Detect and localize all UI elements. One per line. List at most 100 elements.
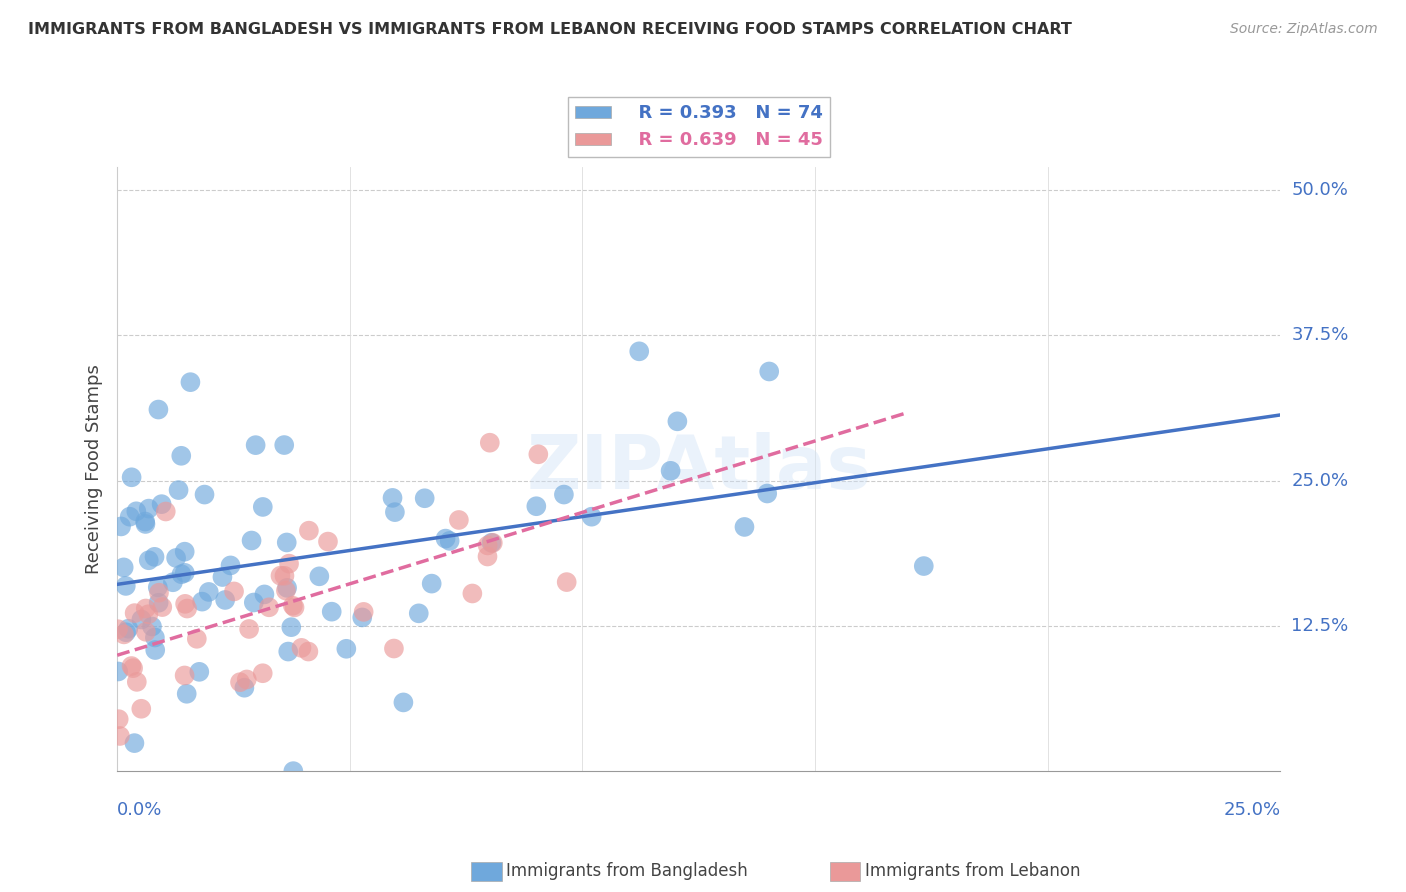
Point — [243, 595, 266, 609]
Text: 25.0%: 25.0% — [1292, 472, 1348, 490]
Point — [447, 513, 470, 527]
Point — [477, 549, 499, 564]
Point — [257, 600, 280, 615]
Text: Immigrants from Lebanon: Immigrants from Lebanon — [865, 863, 1080, 880]
Point — [482, 536, 505, 550]
Point — [135, 624, 157, 639]
Point — [276, 535, 298, 549]
Point — [173, 544, 195, 558]
Point — [461, 586, 484, 600]
Point — [229, 675, 252, 690]
Point — [125, 674, 148, 689]
Point — [353, 605, 375, 619]
Point — [173, 668, 195, 682]
Point — [114, 579, 136, 593]
Point — [352, 610, 374, 624]
Point — [308, 569, 330, 583]
Point — [146, 581, 169, 595]
Point — [193, 487, 215, 501]
Point — [274, 583, 297, 598]
Point — [219, 558, 242, 573]
Point — [420, 576, 443, 591]
Point — [170, 449, 193, 463]
Point — [245, 438, 267, 452]
Point — [124, 606, 146, 620]
Point — [555, 575, 578, 590]
Point — [733, 520, 755, 534]
Point — [155, 504, 177, 518]
Point — [236, 673, 259, 687]
Point — [283, 600, 305, 615]
Point — [173, 566, 195, 580]
Legend:   R = 0.393   N = 74,   R = 0.639   N = 45: R = 0.393 N = 74, R = 0.639 N = 45 — [568, 97, 830, 156]
Point — [277, 644, 299, 658]
Point — [112, 627, 135, 641]
Point — [477, 538, 499, 552]
Point — [269, 568, 291, 582]
Point — [756, 486, 779, 500]
Point — [211, 570, 233, 584]
Point — [281, 599, 304, 613]
Point — [335, 641, 357, 656]
Point — [112, 560, 135, 574]
Point — [124, 736, 146, 750]
Point — [252, 500, 274, 514]
Point — [321, 605, 343, 619]
Point — [297, 644, 319, 658]
Point — [384, 505, 406, 519]
Text: 50.0%: 50.0% — [1292, 181, 1348, 199]
Point — [170, 567, 193, 582]
Point — [179, 375, 201, 389]
Point — [129, 702, 152, 716]
Point — [240, 533, 263, 548]
Point — [134, 515, 156, 529]
Point — [298, 524, 321, 538]
Text: Source: ZipAtlas.com: Source: ZipAtlas.com — [1230, 22, 1378, 37]
Point — [110, 519, 132, 533]
Point — [233, 681, 256, 695]
Point — [278, 557, 301, 571]
Point — [186, 632, 208, 646]
Point — [174, 597, 197, 611]
Point — [150, 497, 173, 511]
Point — [912, 559, 935, 574]
Point — [125, 504, 148, 518]
Point — [316, 534, 339, 549]
Point — [176, 687, 198, 701]
Point — [121, 470, 143, 484]
Point — [283, 764, 305, 779]
Point — [197, 585, 219, 599]
Text: 37.5%: 37.5% — [1292, 326, 1348, 344]
Point — [141, 619, 163, 633]
Point — [134, 516, 156, 531]
Point — [581, 509, 603, 524]
Point — [108, 729, 131, 743]
Text: ZIPAtlas: ZIPAtlas — [526, 433, 872, 506]
Point — [408, 607, 430, 621]
Point — [381, 491, 404, 505]
Point — [758, 364, 780, 378]
Point — [167, 483, 190, 497]
Point — [165, 550, 187, 565]
Point — [273, 569, 295, 583]
Point — [135, 601, 157, 615]
Point — [115, 625, 138, 640]
Point — [121, 659, 143, 673]
Point — [143, 631, 166, 645]
Point — [148, 402, 170, 417]
Y-axis label: Receiving Food Stamps: Receiving Food Stamps — [86, 364, 103, 574]
Text: IMMIGRANTS FROM BANGLADESH VS IMMIGRANTS FROM LEBANON RECEIVING FOOD STAMPS CORR: IMMIGRANTS FROM BANGLADESH VS IMMIGRANTS… — [28, 22, 1071, 37]
Point — [138, 553, 160, 567]
Point — [107, 712, 129, 726]
Point — [628, 344, 651, 359]
Point — [524, 500, 547, 514]
Point — [148, 596, 170, 610]
Point — [481, 536, 503, 550]
Point — [413, 491, 436, 506]
Point — [143, 643, 166, 657]
Point — [478, 435, 501, 450]
Point — [659, 464, 682, 478]
Point — [553, 487, 575, 501]
Point — [138, 501, 160, 516]
Text: 0.0%: 0.0% — [117, 801, 163, 820]
